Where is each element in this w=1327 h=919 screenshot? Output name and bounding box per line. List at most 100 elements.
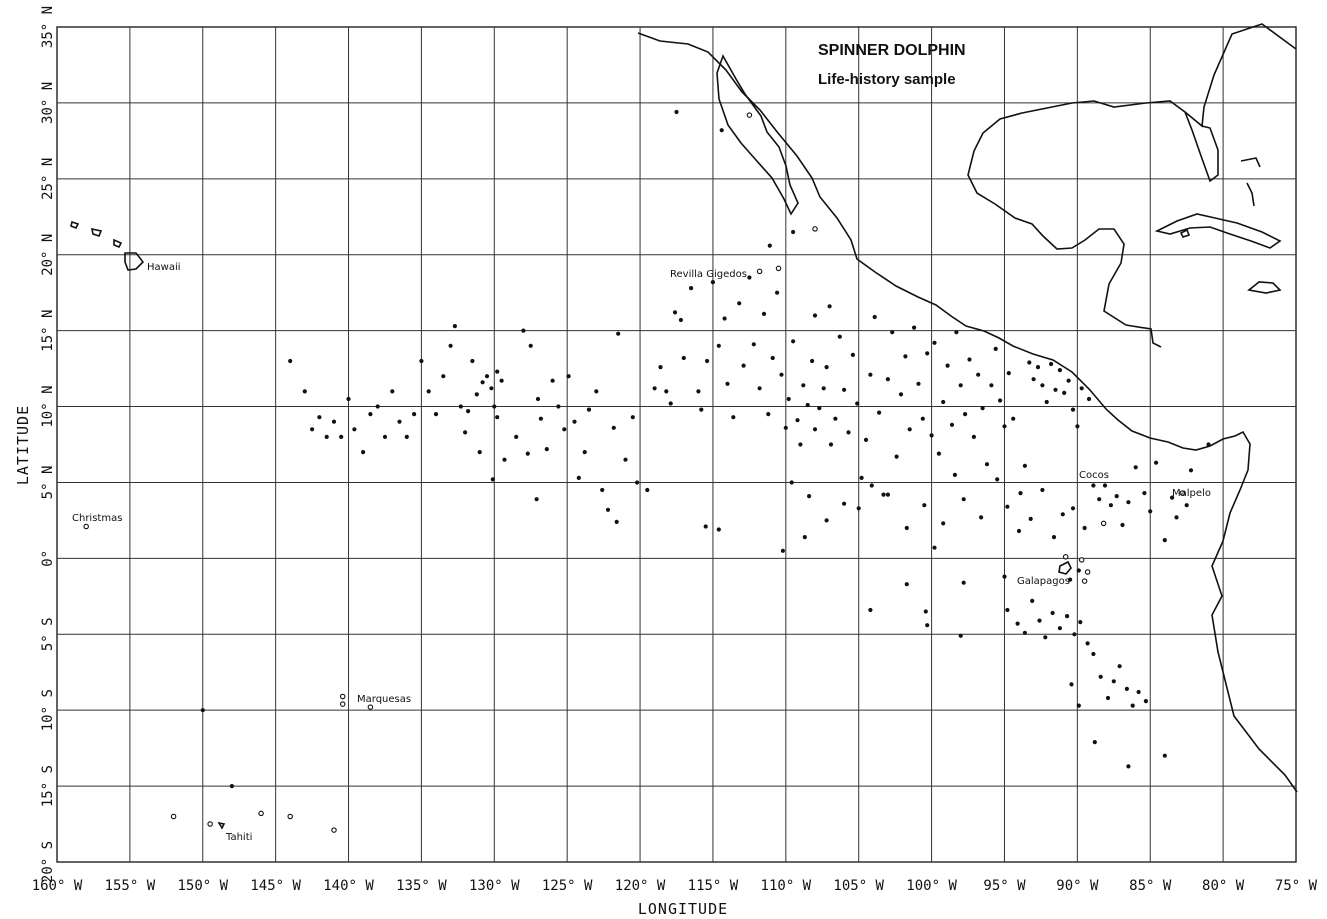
sample-point	[716, 527, 721, 532]
sample-point	[492, 404, 497, 409]
coastline-baja-california	[716, 54, 799, 216]
x-tick-label: 110° W	[761, 878, 812, 894]
sample-point	[1043, 635, 1048, 640]
sample-point	[689, 286, 694, 291]
sample-point	[605, 507, 611, 512]
sample-point	[630, 415, 635, 420]
sample-point	[824, 518, 829, 523]
sample-point	[925, 623, 930, 628]
sample-point	[1085, 641, 1090, 646]
sample-point	[1143, 699, 1148, 704]
label-galapagos: Galapagos	[1017, 576, 1070, 587]
sample-point	[1142, 491, 1147, 496]
x-tick-label: 140° W	[323, 878, 374, 894]
sample-point	[658, 365, 663, 370]
sample-point	[828, 442, 834, 447]
sample-point-open	[1062, 554, 1069, 560]
x-tick-label: 80° W	[1202, 878, 1245, 894]
sample-point	[802, 535, 807, 540]
x-tick-label: 90° W	[1056, 878, 1099, 894]
sample-point	[980, 406, 985, 411]
sample-point	[1076, 568, 1081, 573]
sample-point	[502, 457, 507, 462]
sample-point	[616, 331, 621, 336]
island-jamaica	[1179, 228, 1191, 238]
sample-point	[1162, 538, 1167, 543]
sample-point	[1091, 483, 1096, 488]
sample-point	[535, 396, 541, 402]
sample-point	[1069, 682, 1074, 687]
sample-point	[751, 342, 756, 347]
island-hawaii-big	[124, 252, 145, 271]
coastlines	[70, 23, 1298, 830]
sample-point	[1051, 535, 1057, 540]
sample-point	[916, 381, 921, 386]
sample-point	[288, 358, 293, 364]
sample-point	[1174, 515, 1179, 520]
sample-point	[562, 427, 567, 432]
sample-point	[390, 389, 395, 394]
sample-point	[1079, 386, 1084, 391]
sample-point	[703, 524, 708, 529]
sample-point	[722, 316, 727, 321]
sample-point-open	[339, 701, 346, 707]
sample-point	[725, 381, 730, 386]
sample-point	[1011, 416, 1016, 421]
sample-point	[352, 427, 357, 432]
sample-point	[805, 402, 810, 408]
sample-point	[600, 487, 605, 493]
sample-point	[576, 475, 581, 480]
sample-point	[941, 521, 946, 526]
sample-point	[761, 311, 767, 316]
sample-point	[989, 383, 994, 388]
sample-point	[1184, 503, 1189, 508]
sample-point	[903, 354, 908, 359]
sample-point-open	[1100, 520, 1107, 527]
y-tick-label: 10° N	[40, 385, 56, 427]
sample-point	[872, 314, 877, 320]
label-christmas: Christmas	[72, 513, 122, 524]
sample-point	[382, 434, 388, 439]
sample-points	[200, 109, 1211, 789]
sample-point	[995, 477, 1000, 482]
sample-point	[1035, 365, 1041, 370]
sample-point	[979, 515, 984, 520]
sample-point	[1049, 361, 1054, 367]
sample-point	[668, 401, 673, 406]
sample-point	[317, 415, 322, 420]
sample-point	[741, 363, 746, 368]
y-tick-label: 15° N	[40, 310, 56, 352]
sample-point	[484, 374, 490, 379]
sample-point	[837, 334, 842, 339]
sample-point	[1031, 377, 1036, 382]
x-tick-label: 145° W	[250, 878, 301, 894]
sample-point	[890, 330, 895, 335]
sample-point	[929, 433, 934, 438]
sample-point	[1016, 528, 1022, 534]
label-tahiti: Tahiti	[225, 832, 252, 843]
sample-point	[302, 389, 307, 394]
sample-point	[339, 434, 344, 439]
sample-point	[786, 396, 791, 402]
sample-point	[696, 389, 701, 394]
place-labels: Hawaii Revilla Gigedos Christmas Cocos M…	[72, 262, 1211, 843]
sample-point	[993, 346, 998, 351]
sample-point	[441, 374, 446, 379]
sample-point	[550, 378, 555, 383]
sample-point	[514, 434, 519, 439]
sample-point	[898, 392, 904, 397]
sample-point	[984, 462, 990, 467]
island-cuba	[1154, 213, 1282, 249]
x-tick-label: 150° W	[177, 878, 228, 894]
sample-point	[324, 434, 329, 439]
island-tahiti	[217, 821, 226, 830]
x-tick-label: 160° W	[32, 878, 83, 894]
label-revilla-gigedos: Revilla Gigedos	[670, 269, 747, 280]
sample-point	[361, 450, 366, 455]
sample-point	[1027, 360, 1032, 365]
sample-point	[863, 437, 869, 442]
sample-point	[594, 389, 599, 394]
island-hawaii-1	[70, 220, 80, 230]
sample-point	[967, 357, 972, 362]
sample-point	[1066, 378, 1071, 383]
